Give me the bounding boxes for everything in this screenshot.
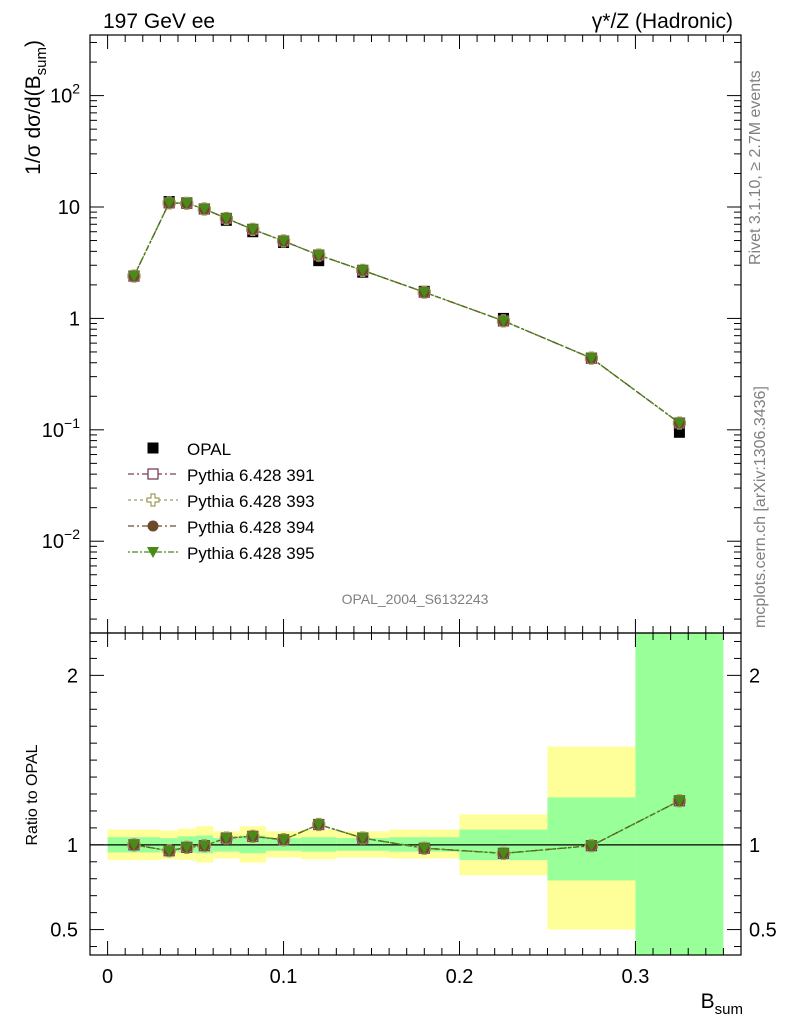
top-series-line-2 [133,202,680,424]
top-series-line-4 [133,202,680,424]
ratio-series-4-point [127,839,140,851]
side-label-rivet: Rivet 3.1.10, ≥ 2.7M events [747,70,764,265]
series-4-point [356,265,369,277]
series-4-point [673,418,686,430]
xlabel: Bsum [701,990,743,1018]
ratio-series-4-point [180,842,193,854]
series-4-point [497,315,510,327]
top-ytick-label-2: 1 [69,308,80,330]
top-ytick-label-4: 102 [50,81,80,108]
top-ylabel: 1/σ dσ/d(Bsum) [22,40,50,175]
ratio-ytick-label-1: 1 [67,835,78,857]
legend-marker-4 [147,547,159,558]
ratio-ytick-label-2: 2 [67,665,78,687]
legend-marker-0 [147,442,159,454]
ratio-series-4-point [220,833,233,845]
ratio-series-4-point [277,834,290,846]
xtick-label-0: 0 [102,966,113,988]
series-4-point [277,236,290,248]
legend-label-1: Pythia 6.428 391 [187,466,315,485]
series-4-point [127,271,140,283]
ratio-series-4-point [497,848,510,860]
series-4-point [198,203,211,215]
ratio-ytick-label-right-2: 2 [749,665,760,687]
top-ytick-label-0: 10−2 [42,526,80,553]
series-4-point [220,213,233,225]
xtick-label-1: 0.1 [270,966,298,988]
ratio-ytick-label-right-0: 0.5 [749,920,777,942]
ratio-green-band-11 [547,797,636,881]
ratio-series-4-point [418,843,431,855]
top-ytick-label-3: 10 [58,197,80,219]
ratio-series-4-point [246,831,259,843]
top-series-line-1 [133,202,680,424]
legend-marker-1 [147,468,159,480]
analysis-label: OPAL_2004_S6132243 [342,591,489,607]
series-4-point [246,224,259,236]
series-4-point [180,198,193,210]
legend-label-0: OPAL [187,440,231,459]
ratio-ytick-label-right-1: 1 [749,835,760,857]
ratio-series-4-point [673,795,686,807]
ratio-ytick-label-0: 0.5 [50,920,78,942]
title-left: 197 GeV ee [103,10,215,33]
ratio-series-4-point [163,845,176,857]
xtick-label-3: 0.3 [622,966,650,988]
legend-marker-2 [146,493,160,507]
ratio-series-4-point [356,833,369,845]
opal-point [673,426,685,438]
side-label-mcplots: mcplots.cern.ch [arXiv:1306.3436] [752,386,769,628]
ratio-series-4-point [198,840,211,852]
xtick-label-2: 0.2 [446,966,474,988]
series-4-point [585,353,598,365]
legend-label-3: Pythia 6.428 394 [187,518,315,537]
legend-label-2: Pythia 6.428 393 [187,492,315,511]
ratio-ylabel: Ratio to OPAL [24,744,41,845]
ratio-series-4-point [585,840,598,852]
top-ytick-label-1: 10−1 [42,415,80,442]
series-4-point [163,197,176,209]
title-right: γ*/Z (Hadronic) [592,10,733,33]
ratio-series-4-point [312,819,325,831]
series-4-point [312,250,325,262]
top-series-line-3 [133,202,680,424]
ratio-green-band-12 [635,633,724,955]
series-4-point [418,287,431,299]
legend-marker-3 [147,520,159,532]
legend-label-4: Pythia 6.428 395 [187,544,315,563]
